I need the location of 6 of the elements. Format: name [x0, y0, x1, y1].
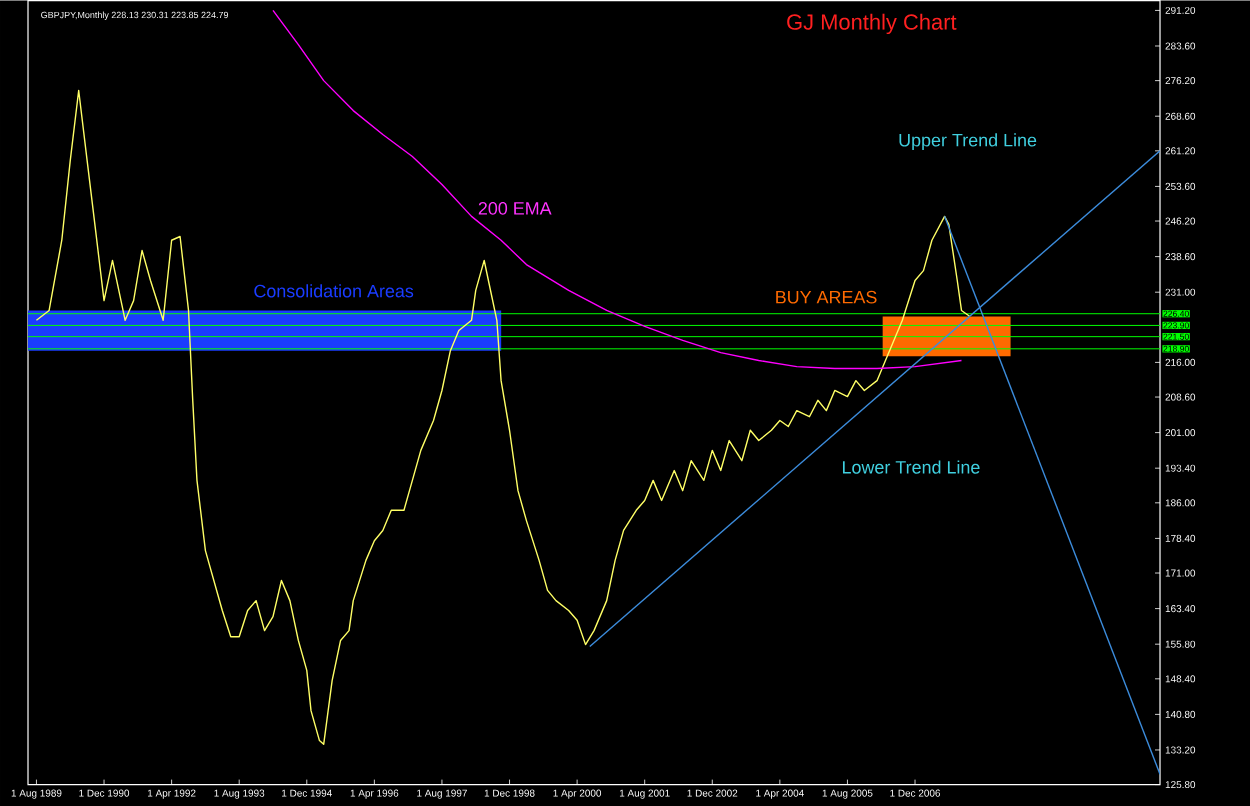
- annotation: 200 EMA: [478, 201, 552, 215]
- band-label: Consolidation Areas: [254, 283, 414, 298]
- annotation: Lower Trend Line: [842, 460, 980, 474]
- band-label: BUY AREAS: [776, 290, 877, 304]
- text: GJ Monthly Chart: [787, 13, 957, 34]
- annotation: Upper Trend Line: [899, 133, 1037, 150]
